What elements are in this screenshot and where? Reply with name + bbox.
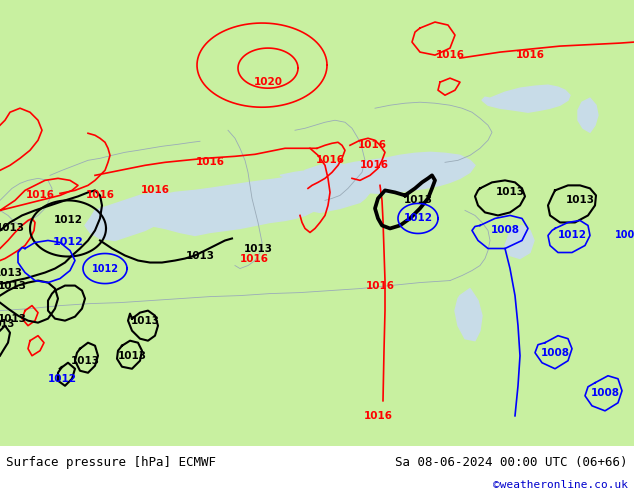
Text: 1008: 1008 — [491, 225, 519, 236]
Polygon shape — [95, 173, 345, 236]
Polygon shape — [85, 191, 175, 241]
Polygon shape — [0, 0, 634, 100]
Text: 1016: 1016 — [316, 155, 344, 165]
Text: Sa 08-06-2024 00:00 UTC (06+66): Sa 08-06-2024 00:00 UTC (06+66) — [395, 456, 628, 469]
Polygon shape — [482, 85, 570, 112]
Text: 1012: 1012 — [403, 214, 432, 223]
Text: 1012: 1012 — [557, 230, 586, 241]
Polygon shape — [505, 225, 534, 259]
Text: 1008: 1008 — [590, 388, 619, 398]
Polygon shape — [300, 162, 375, 213]
Text: 1013: 1013 — [0, 268, 22, 277]
Polygon shape — [578, 98, 598, 132]
Polygon shape — [455, 289, 482, 341]
Polygon shape — [280, 152, 475, 194]
Text: 1013: 1013 — [186, 250, 214, 261]
Text: 1013: 1013 — [496, 187, 524, 197]
Text: 1013: 1013 — [117, 351, 146, 361]
Text: 1013: 1013 — [70, 356, 100, 366]
Text: 1012: 1012 — [91, 264, 119, 273]
Text: 1016: 1016 — [515, 50, 545, 60]
Text: 1016: 1016 — [436, 50, 465, 60]
Text: 1008: 1008 — [541, 348, 569, 358]
Text: 1016: 1016 — [363, 411, 392, 421]
Text: 1013: 1013 — [243, 244, 273, 253]
Text: 1016: 1016 — [359, 160, 389, 171]
Polygon shape — [0, 0, 634, 446]
Text: 1016: 1016 — [25, 191, 55, 200]
Text: 1016: 1016 — [365, 281, 394, 291]
Text: 1012: 1012 — [53, 216, 82, 225]
Text: 1020: 1020 — [254, 77, 283, 87]
Text: 1016: 1016 — [141, 185, 169, 196]
Text: 1013: 1013 — [403, 196, 432, 205]
Text: 1016: 1016 — [195, 157, 224, 167]
Text: 100: 100 — [615, 230, 634, 241]
Text: 1013: 1013 — [566, 196, 595, 205]
Text: 1012: 1012 — [48, 374, 77, 384]
Text: 1013: 1013 — [0, 314, 27, 323]
Text: ©weatheronline.co.uk: ©weatheronline.co.uk — [493, 480, 628, 490]
Text: Surface pressure [hPa] ECMWF: Surface pressure [hPa] ECMWF — [6, 456, 216, 469]
Text: 1013: 1013 — [131, 316, 160, 326]
Text: 1012: 1012 — [53, 238, 84, 247]
Text: 1013: 1013 — [0, 223, 25, 233]
Text: 1013: 1013 — [0, 281, 27, 291]
Text: 1016: 1016 — [358, 140, 387, 150]
Text: 1016: 1016 — [240, 253, 269, 264]
Text: 1016: 1016 — [86, 191, 115, 200]
Text: 013: 013 — [0, 318, 15, 329]
